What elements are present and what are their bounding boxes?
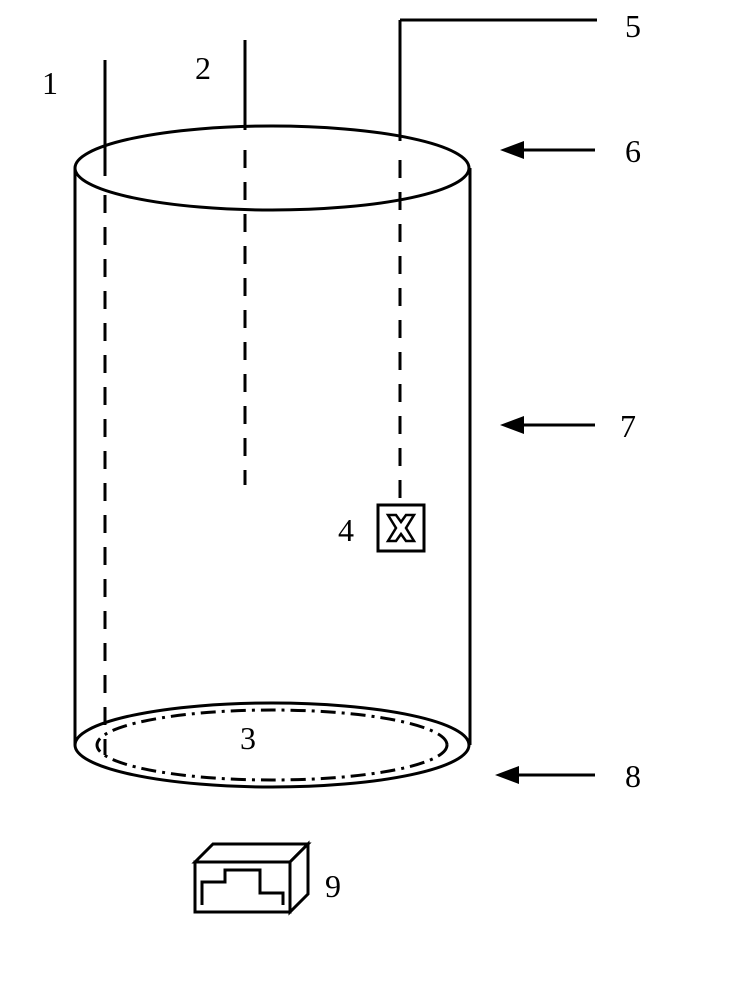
arrow-8 — [495, 766, 595, 784]
label-2: 2 — [195, 50, 211, 87]
label-1: 1 — [42, 65, 58, 102]
label-3: 3 — [240, 720, 256, 757]
inner-dashed-ellipse — [97, 710, 447, 780]
label-6: 6 — [625, 133, 641, 170]
arrow-7 — [500, 416, 595, 434]
label-7: 7 — [620, 408, 636, 445]
technical-diagram: 1 2 3 4 5 6 7 8 9 — [0, 0, 735, 1000]
label-4: 4 — [338, 512, 354, 549]
label-5: 5 — [625, 8, 641, 45]
label-8: 8 — [625, 758, 641, 795]
component-4-box — [378, 505, 424, 551]
component-9 — [195, 844, 308, 912]
cylinder-top-ellipse — [75, 126, 469, 210]
arrow-6 — [500, 141, 595, 159]
cylinder-bottom-ellipse — [75, 703, 469, 787]
label-9: 9 — [325, 868, 341, 905]
